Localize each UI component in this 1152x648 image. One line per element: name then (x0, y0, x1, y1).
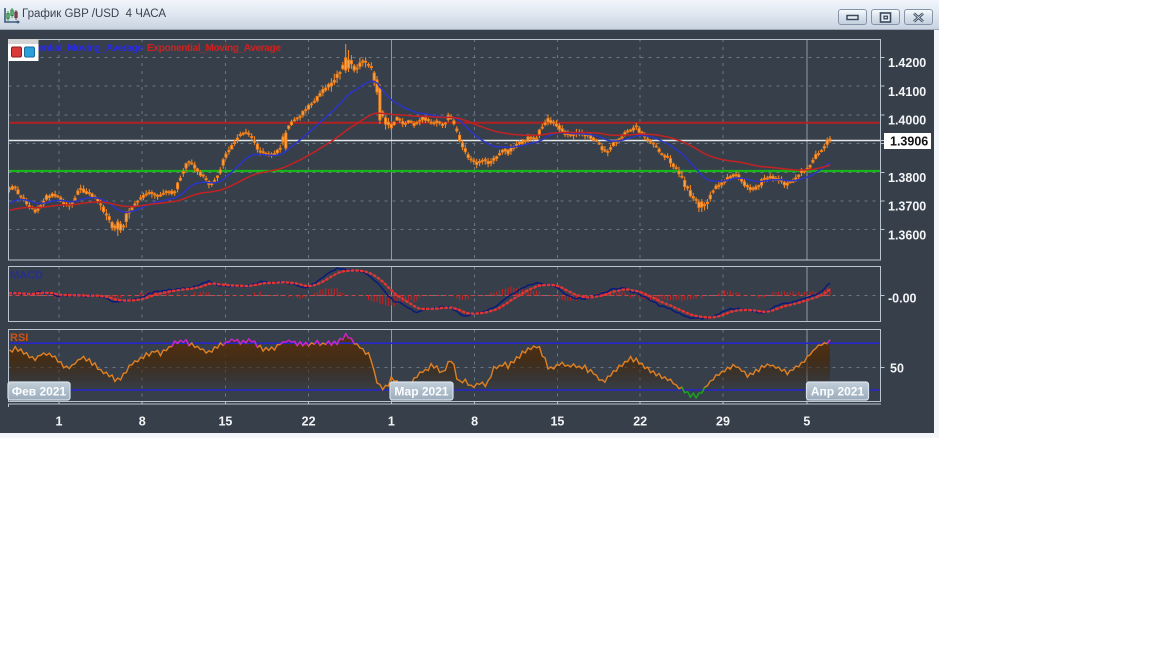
svg-text:Фев 2021: Фев 2021 (12, 385, 67, 399)
svg-text:5: 5 (803, 415, 810, 429)
svg-text:MACD: MACD (10, 270, 43, 282)
svg-text:22: 22 (302, 415, 316, 429)
svg-text:Exponential_Moving_Average: Exponential_Moving_Average (9, 43, 143, 54)
svg-text:1.4100: 1.4100 (888, 85, 926, 99)
svg-text:Апр 2021: Апр 2021 (811, 385, 865, 399)
svg-text:29: 29 (716, 415, 730, 429)
svg-text:Мар 2021: Мар 2021 (394, 385, 449, 399)
svg-text:15: 15 (550, 415, 564, 429)
svg-text:8: 8 (471, 415, 478, 429)
svg-text:1.3800: 1.3800 (888, 171, 926, 185)
svg-text:1: 1 (56, 415, 63, 429)
svg-text:1.3700: 1.3700 (888, 200, 926, 214)
svg-text:22: 22 (633, 415, 647, 429)
svg-text:1.3600: 1.3600 (888, 228, 926, 242)
svg-text:1.3906: 1.3906 (890, 135, 928, 149)
svg-text:50: 50 (890, 362, 904, 376)
svg-text:1: 1 (388, 415, 395, 429)
svg-text:Exponential_Moving_Average: Exponential_Moving_Average (147, 43, 281, 54)
svg-text:1.4200: 1.4200 (888, 56, 926, 70)
svg-text:1.4000: 1.4000 (888, 114, 926, 128)
svg-text:RSI: RSI (10, 332, 28, 344)
svg-text:8: 8 (139, 415, 146, 429)
svg-text:15: 15 (218, 415, 232, 429)
svg-text:-0.00: -0.00 (888, 292, 917, 306)
